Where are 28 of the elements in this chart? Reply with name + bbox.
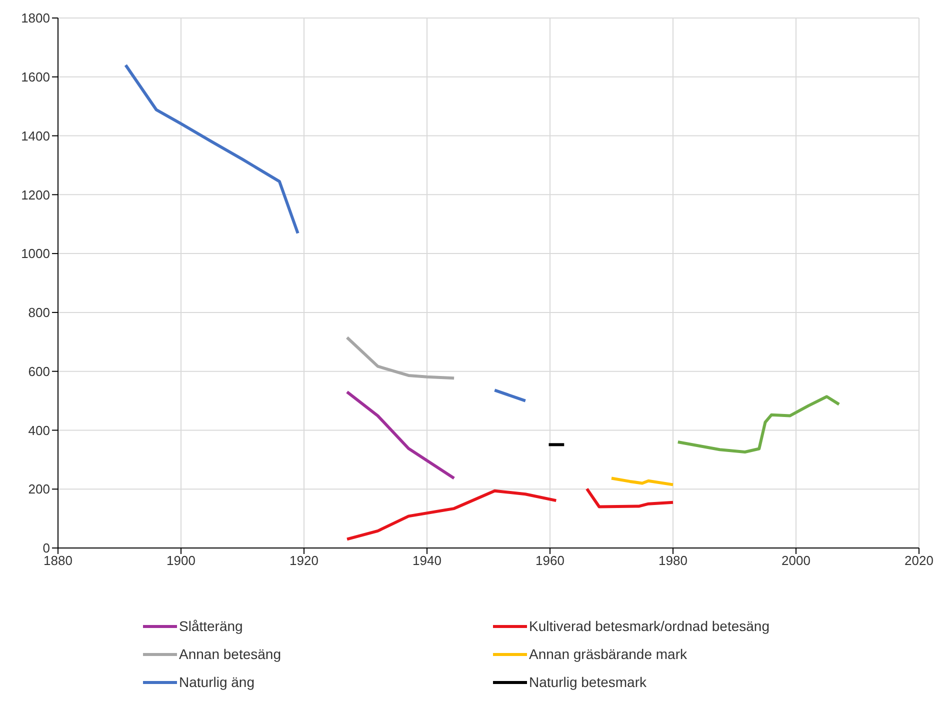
- y-tick-label: 400: [28, 422, 50, 438]
- y-tick-label: 1800: [21, 10, 50, 26]
- x-tick-label: 1940: [412, 553, 442, 568]
- legend-label: Naturlig äng: [179, 674, 254, 690]
- y-tick-label: 800: [28, 305, 50, 320]
- x-tick-label: 1900: [166, 553, 196, 568]
- x-tick-label: 2000: [782, 553, 810, 568]
- line-series: [676, 395, 841, 454]
- line-series: [610, 476, 674, 486]
- y-tick-label: 600: [28, 364, 50, 379]
- x-tick-label: 1920: [290, 553, 318, 568]
- y-tick-label: 1400: [21, 128, 50, 144]
- legend-label: Naturlig betesmark: [529, 674, 646, 690]
- x-tick-label: 1960: [536, 553, 564, 568]
- y-tick-label: 1600: [21, 70, 50, 85]
- legend-label: Kultiverad betesmark/ordnad betesäng: [529, 618, 770, 634]
- x-tick-label: 2020: [904, 553, 934, 568]
- x-tick-label: 1980: [658, 553, 688, 568]
- legend-label: Annan betesäng: [179, 646, 281, 662]
- legend-label: Slåtteräng: [179, 618, 243, 634]
- line-series: [346, 390, 456, 480]
- y-tick-label: 1200: [21, 187, 50, 202]
- y-tick-label: 1000: [21, 246, 50, 262]
- y-tick-label: 0: [42, 540, 50, 556]
- line-series: [346, 336, 456, 380]
- y-tick-label: 200: [28, 482, 50, 497]
- x-tick-label: 1880: [44, 553, 72, 568]
- legend-label: Annan gräsbärande mark: [529, 646, 687, 662]
